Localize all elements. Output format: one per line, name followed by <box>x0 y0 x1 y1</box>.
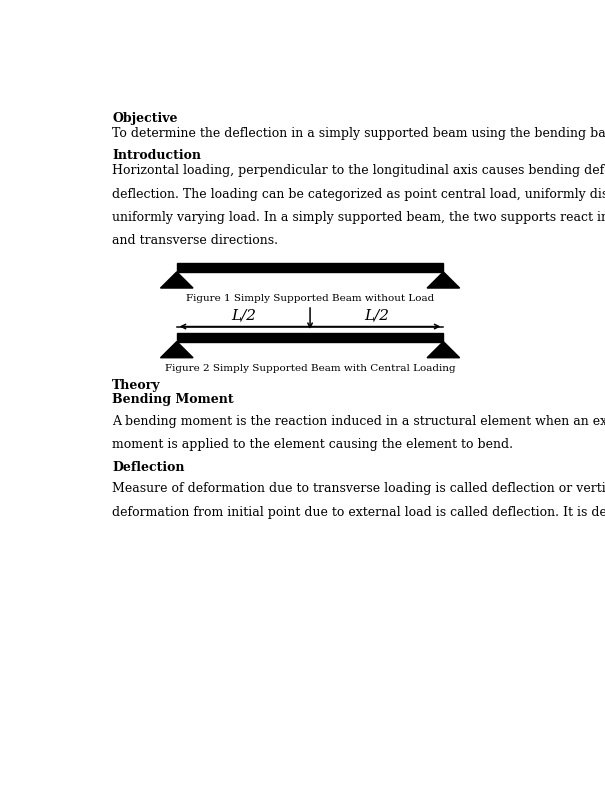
Text: deformation from initial point due to external load is called deflection. It is : deformation from initial point due to ex… <box>112 506 605 519</box>
Text: Theory: Theory <box>112 379 160 393</box>
Text: uniformly varying load. In a simply supported beam, the two supports react in th: uniformly varying load. In a simply supp… <box>112 211 605 224</box>
Text: To determine the deflection in a simply supported beam using the bending bar app: To determine the deflection in a simply … <box>112 128 605 140</box>
Text: Figure 1 Simply Supported Beam without Load: Figure 1 Simply Supported Beam without L… <box>186 294 434 303</box>
Bar <box>177 333 443 342</box>
Text: Bending Moment: Bending Moment <box>112 393 234 406</box>
Text: Measure of deformation due to transverse loading is called deflection or vertica: Measure of deformation due to transverse… <box>112 482 605 496</box>
Text: Introduction: Introduction <box>112 149 201 162</box>
Text: Objective: Objective <box>112 112 177 125</box>
Polygon shape <box>427 272 460 288</box>
Polygon shape <box>427 342 460 358</box>
Bar <box>177 263 443 272</box>
Text: Figure 2 Simply Supported Beam with Central Loading: Figure 2 Simply Supported Beam with Cent… <box>165 364 456 373</box>
Text: L/2: L/2 <box>364 308 389 323</box>
Polygon shape <box>160 342 193 358</box>
Text: L/2: L/2 <box>231 308 256 323</box>
Text: Deflection: Deflection <box>112 461 185 474</box>
Text: moment is applied to the element causing the element to bend.: moment is applied to the element causing… <box>112 438 513 450</box>
Text: and transverse directions.: and transverse directions. <box>112 234 278 247</box>
Text: Horizontal loading, perpendicular to the longitudinal axis causes bending deform: Horizontal loading, perpendicular to the… <box>112 164 605 178</box>
Text: A bending moment is the reaction induced in a structural element when an externa: A bending moment is the reaction induced… <box>112 415 605 427</box>
Polygon shape <box>160 272 193 288</box>
Text: deflection. The loading can be categorized as point central load, uniformly dist: deflection. The loading can be categoriz… <box>112 188 605 201</box>
